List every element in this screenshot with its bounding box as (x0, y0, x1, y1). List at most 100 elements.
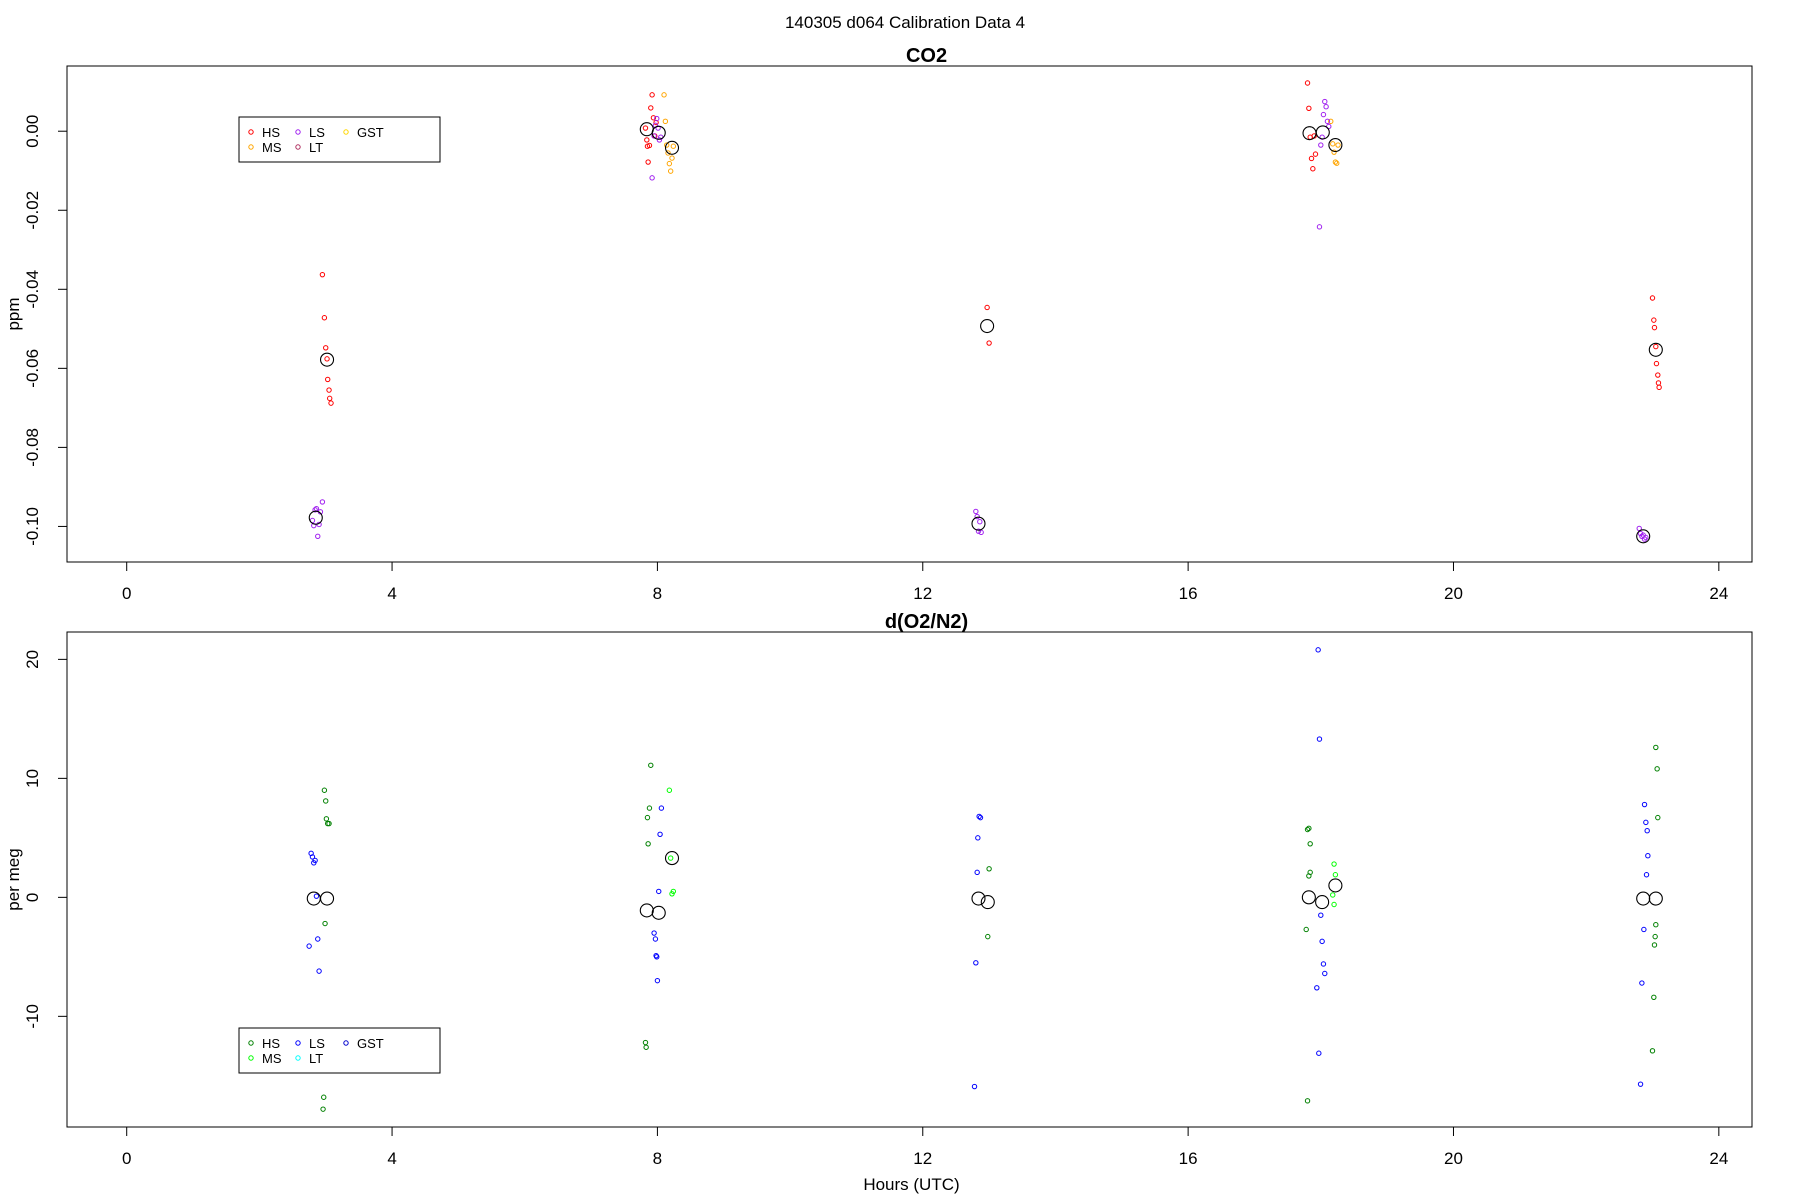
co2-point-hs (1649, 295, 1656, 301)
o2n2-point-ls (1643, 872, 1650, 878)
co2-point-hs (984, 304, 990, 311)
co2-point-ls (315, 533, 321, 540)
o2n2-point-ms (1332, 872, 1339, 878)
o2n2-point-mean (1648, 891, 1663, 906)
o2n2-point-ls (1316, 1050, 1322, 1056)
o2n2-point-hs (648, 762, 654, 768)
co2-legend-marker (343, 129, 349, 135)
o2n2-point-ls (1643, 819, 1649, 826)
o2n2-x-tick-label: 16 (1179, 1149, 1198, 1168)
o2n2-point-hs (326, 820, 332, 827)
co2-point-ls (1318, 142, 1324, 148)
co2-point-ms (1330, 141, 1336, 147)
o2n2-point-ls (976, 813, 982, 820)
o2n2-point-ls (975, 835, 981, 841)
co2-y-tick-label: -0.08 (23, 428, 42, 467)
o2n2-legend-label: MS (262, 1051, 282, 1066)
o2n2-point-mean (319, 891, 335, 906)
co2-point-ls (973, 508, 979, 515)
o2n2-point-hs (1306, 825, 1312, 832)
co2-point-mean (319, 352, 335, 367)
o2n2-point-ls (971, 1083, 978, 1090)
co2-x-tick-label: 0 (122, 584, 131, 603)
co2-point-ms (662, 118, 669, 125)
o2n2-point-hs (986, 866, 992, 872)
co2-point-ms (666, 160, 673, 167)
co2-panel: CO2 0 4 8 12 16 20 24 -0.10 -0.08 -0.06 -0.04 -0.02 0… (4, 45, 1753, 603)
o2n2-point-hs (1304, 826, 1311, 833)
o2n2-legend-label: LT (309, 1051, 323, 1066)
o2n2-x-tick-label: 20 (1444, 1149, 1463, 1168)
o2n2-point-hs (645, 841, 651, 847)
o2n2-point-hs (1651, 942, 1658, 948)
o2n2-point-mean (980, 895, 995, 910)
o2n2-point-hs (1303, 926, 1309, 933)
co2-point-ms (667, 168, 674, 174)
co2-x-tick-label: 24 (1709, 584, 1728, 603)
o2n2-legend-marker (248, 1055, 254, 1061)
o2n2-legend-marker (295, 1055, 301, 1061)
o2n2-point-hs (1653, 922, 1659, 928)
o2n2-x-tick-label: 4 (387, 1149, 396, 1168)
co2-point-hs (1655, 380, 1662, 386)
co2-point-hs (321, 315, 328, 321)
co2-point-ms (1332, 159, 1339, 165)
co2-point-ms (664, 142, 670, 148)
co2-point-mean (1315, 125, 1330, 140)
o2n2-point-ls (656, 888, 662, 895)
o2n2-point-hs (644, 814, 651, 821)
co2-y-tick-label: -0.02 (23, 191, 42, 230)
co2-point-hs (986, 340, 992, 346)
o2n2-legend-label: GST (357, 1036, 384, 1051)
co2-point-hs (642, 125, 649, 131)
o2n2-point-ls (653, 952, 659, 959)
o2n2-point-hs (1652, 933, 1658, 940)
o2n2-y-axis-label: per meg (4, 848, 23, 910)
co2-point-hs (1310, 166, 1316, 172)
o2n2-point-ls (1645, 853, 1651, 859)
co2-legend-label: MS (262, 140, 282, 155)
o2n2-point-ls (974, 869, 980, 876)
o2n2-point-ls (1641, 801, 1648, 808)
o2n2-legend-label: HS (262, 1036, 280, 1051)
o2n2-point-hs (321, 1094, 327, 1100)
co2-point-ms (1334, 160, 1340, 166)
o2n2-point-ls (1644, 828, 1650, 834)
co2-point-ms (665, 150, 671, 156)
co2-point-mean (1636, 529, 1651, 544)
o2n2-point-ls (1318, 912, 1324, 918)
o2n2-point-hs (1307, 869, 1313, 876)
co2-point-hs (324, 356, 330, 362)
o2n2-point-hs (323, 798, 329, 804)
o2n2-point-ls (1320, 961, 1327, 967)
o2n2-point-ls (657, 831, 663, 837)
co2-legend-label: GST (357, 125, 384, 140)
o2n2-point-ms (1330, 892, 1336, 898)
co2-point-ls (312, 507, 318, 513)
o2n2-point-mean (1301, 890, 1316, 905)
o2n2-point-ls (651, 930, 657, 936)
o2n2-point-mean (971, 891, 986, 906)
o2n2-point-hs (323, 816, 330, 822)
o2n2-point-ls (313, 893, 320, 899)
o2n2-point-ms (670, 888, 677, 895)
co2-legend-box (238, 116, 441, 163)
co2-point-hs (1655, 372, 1661, 378)
o2n2-y-tick-label: 20 (23, 650, 42, 669)
o2n2-point-hs (1651, 994, 1657, 1001)
o2n2-x-tick-label: 12 (913, 1149, 932, 1168)
co2-point-ls (649, 175, 655, 181)
co2-point-ms (669, 155, 675, 161)
o2n2-x-tick-label: 8 (653, 1149, 662, 1168)
o2n2-point-ls (973, 960, 979, 966)
co2-point-hs (1653, 360, 1660, 367)
o2n2-x-tick-label: 0 (122, 1149, 131, 1168)
o2n2-point-ls (654, 977, 661, 984)
co2-point-hs (646, 142, 653, 149)
o2n2-point-ls (658, 805, 665, 811)
co2-point-hs (1653, 343, 1659, 350)
o2n2-point-ls (1637, 1081, 1644, 1087)
co2-y-tick-label: 0.00 (23, 115, 42, 148)
